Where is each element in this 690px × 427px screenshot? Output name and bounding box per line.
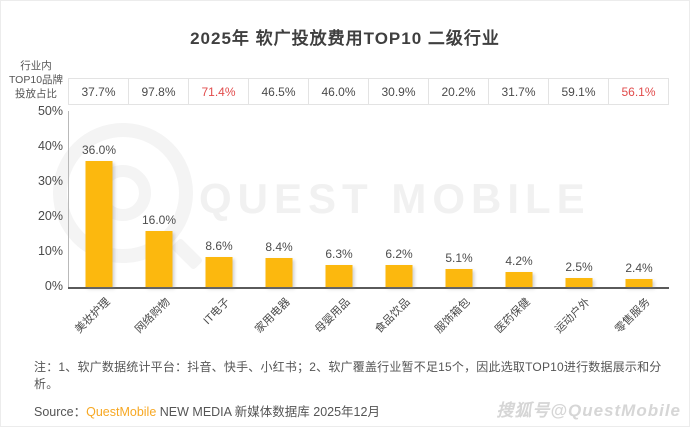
category-label: 家用电器	[253, 296, 293, 336]
top-ratio-cell: 30.9%	[369, 79, 429, 104]
corner-watermark: 搜狐号@QuestMobile	[496, 401, 681, 420]
top-ratio-cell: 59.1%	[549, 79, 609, 104]
y-axis-label-line3: 投放占比	[15, 88, 57, 100]
x-axis-line	[68, 287, 669, 289]
chart-title: 2025年 软广投放费用TOP10 二级行业	[190, 29, 500, 48]
category-slot: 医药保健	[489, 292, 549, 354]
category-slot: 运动户外	[549, 292, 609, 354]
bar-value-label: 8.4%	[265, 239, 293, 254]
bar	[85, 161, 113, 287]
footnote: 注：1、软广数据统计平台：抖音、快手、小红书；2、软广覆盖行业暂不足15个，因此…	[34, 360, 662, 391]
watermark-text: QUEST MOBILE	[199, 175, 591, 222]
bar	[565, 278, 593, 287]
top-ratio-cell: 71.4%	[189, 79, 249, 104]
bar-value-label: 8.6%	[205, 238, 233, 253]
y-tick-label: 40%	[37, 139, 63, 153]
bar-slot: 16.0%	[129, 112, 189, 287]
source-brand: QuestMobile	[86, 405, 157, 419]
category-slot: 美妆护理	[69, 292, 129, 354]
category-slot: 网络购物	[129, 292, 189, 354]
y-axis-label-line1: 行业内	[20, 60, 52, 72]
bar-slot: 4.2%	[489, 112, 549, 287]
bars: 36.0% 16.0% 8.6% 8.4% 6.3% 6.2% 5.1% 4.2% 2.5% 2.…	[69, 112, 669, 287]
source-prefix: Source：	[34, 405, 87, 419]
y-tick-label: 0%	[44, 279, 63, 293]
y-axis-line	[68, 111, 69, 288]
bar	[205, 256, 233, 287]
category-slot: 食品饮品	[369, 292, 429, 354]
bar-slot: 36.0%	[69, 112, 129, 287]
bar	[385, 265, 413, 287]
bar-value-label: 16.0%	[141, 213, 177, 227]
bar-value-label: 36.0%	[81, 143, 117, 157]
bar-value-label: 5.1%	[445, 251, 473, 266]
bar-value-label: 6.2%	[385, 247, 413, 262]
top-ratio-row: 37.7% 97.8% 71.4% 46.5% 46.0% 30.9% 20.2% 31.7%…	[68, 78, 669, 105]
bar-slot: 6.2%	[369, 112, 429, 287]
y-axis-multiline-label: 行业内 TOP10品牌 投放占比	[5, 59, 67, 101]
bar	[325, 264, 353, 287]
category-label: 医药保健	[493, 296, 533, 336]
category-label: IT电子	[201, 296, 233, 328]
top-ratio-cell: 46.0%	[309, 79, 369, 104]
category-label: 运动户外	[553, 296, 593, 336]
bar	[145, 231, 173, 287]
top-ratio-cell: 37.7%	[69, 79, 129, 104]
bar-value-label: 2.5%	[565, 260, 593, 275]
category-slot: 服饰箱包	[429, 292, 489, 354]
category-labels: 美妆护理 网络购物 IT电子 家用电器 母婴用品 食品饮品 服饰箱包 医药保健 运动户外 零售服务	[69, 292, 669, 354]
bar-slot: 8.4%	[249, 112, 309, 287]
y-tick-label: 50%	[37, 104, 63, 118]
bar-value-label: 6.3%	[325, 246, 353, 261]
top-ratio-cell: 97.8%	[129, 79, 189, 104]
bar-slot: 2.5%	[549, 112, 609, 287]
top-ratio-cell: 56.1%	[621, 84, 656, 99]
bar	[625, 278, 653, 287]
y-tick-label: 10%	[37, 244, 63, 258]
bar	[505, 272, 533, 287]
top-ratio-cell: 46.5%	[249, 79, 309, 104]
category-label: 网络购物	[133, 296, 173, 336]
top-ratio-cell: 20.2%	[429, 79, 489, 104]
category-label: 母婴用品	[313, 296, 353, 336]
bar-value-label: 2.4%	[625, 260, 653, 275]
bar-slot: 8.6%	[189, 112, 249, 287]
bar	[265, 257, 293, 287]
bar-value-label: 4.2%	[505, 254, 533, 269]
category-slot: 母婴用品	[309, 292, 369, 354]
bar-slot: 5.1%	[429, 112, 489, 287]
bar	[445, 269, 473, 287]
y-tick-label: 20%	[37, 209, 63, 223]
category-label: 食品饮品	[373, 296, 413, 336]
category-slot: 零售服务	[609, 292, 669, 354]
source-line: Source：QuestMobile NEW MEDIA 新媒体数据库 2025…	[34, 401, 380, 420]
category-label: 服饰箱包	[433, 296, 473, 336]
category-label: 美妆护理	[73, 296, 113, 336]
bar-slot: 2.4%	[609, 112, 669, 287]
bar-slot: 6.3%	[309, 112, 369, 287]
category-slot: 家用电器	[249, 292, 309, 354]
category-slot: IT电子	[189, 292, 249, 354]
category-label: 零售服务	[613, 296, 653, 336]
top-ratio-cell: 31.7%	[489, 79, 549, 104]
source-rest: NEW MEDIA 新媒体数据库 2025年12月	[156, 405, 380, 419]
y-axis-label-line2: TOP10品牌	[8, 74, 64, 86]
y-tick-label: 30%	[37, 174, 63, 188]
